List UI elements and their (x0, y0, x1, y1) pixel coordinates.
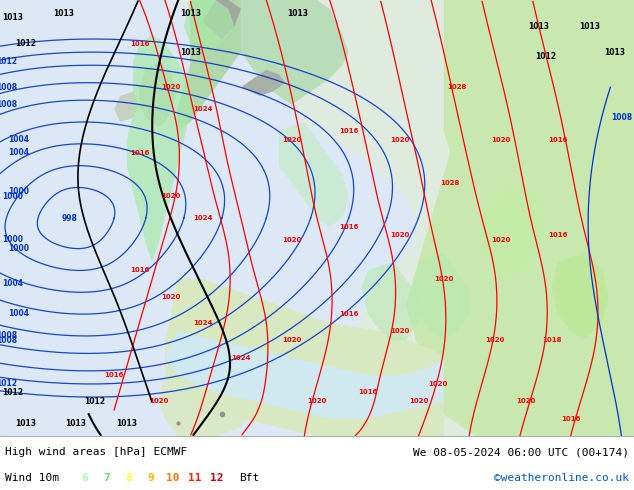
Text: 1004: 1004 (2, 279, 23, 288)
Text: 1020: 1020 (282, 137, 301, 143)
Text: 1020: 1020 (307, 398, 327, 404)
Text: 1012: 1012 (2, 388, 23, 397)
Text: 1013: 1013 (179, 9, 201, 18)
Text: 1008: 1008 (0, 83, 17, 92)
Text: 1016: 1016 (130, 41, 149, 47)
Polygon shape (158, 349, 254, 436)
Text: 1016: 1016 (548, 232, 567, 239)
Text: 1008: 1008 (0, 100, 17, 109)
Text: Bft: Bft (239, 473, 259, 483)
Text: 1020: 1020 (390, 137, 409, 143)
Text: 1013: 1013 (179, 48, 201, 57)
Text: 1004: 1004 (8, 148, 30, 157)
Text: 1020: 1020 (491, 237, 510, 243)
Text: 1000: 1000 (8, 187, 30, 196)
Polygon shape (203, 0, 241, 39)
Text: 1016: 1016 (548, 137, 567, 143)
Text: 1020: 1020 (282, 237, 301, 243)
Text: 1013: 1013 (2, 13, 23, 22)
Text: 8: 8 (126, 473, 133, 483)
Text: 12: 12 (210, 473, 224, 483)
Text: 1016: 1016 (130, 268, 149, 273)
Text: 1016: 1016 (105, 372, 124, 378)
Text: 1016: 1016 (339, 128, 358, 134)
Text: 1020: 1020 (162, 84, 181, 90)
Text: 1024: 1024 (193, 215, 212, 221)
Text: 1008: 1008 (0, 331, 17, 340)
Text: Wind 10m: Wind 10m (5, 473, 59, 483)
Text: 1008: 1008 (611, 113, 632, 122)
Polygon shape (165, 331, 444, 418)
Text: 7: 7 (103, 473, 110, 483)
Text: 1024: 1024 (193, 319, 212, 326)
Polygon shape (241, 0, 349, 105)
Text: 1000: 1000 (8, 244, 30, 253)
Polygon shape (127, 35, 190, 262)
Text: 11: 11 (188, 473, 202, 483)
Text: 1020: 1020 (390, 232, 409, 239)
Text: 1008: 1008 (0, 336, 17, 344)
Polygon shape (241, 70, 285, 96)
Polygon shape (412, 253, 469, 340)
Text: 1016: 1016 (339, 311, 358, 317)
Text: 1013: 1013 (65, 418, 87, 427)
Polygon shape (178, 0, 634, 436)
Text: 1020: 1020 (434, 276, 453, 282)
Text: 1013: 1013 (116, 418, 138, 427)
Text: 1012: 1012 (15, 39, 36, 48)
Polygon shape (406, 0, 634, 436)
Polygon shape (165, 279, 444, 436)
Text: 1000: 1000 (2, 192, 23, 201)
Text: 6: 6 (82, 473, 88, 483)
Text: 1028: 1028 (447, 84, 466, 90)
Text: 1013: 1013 (528, 22, 550, 31)
Text: 9: 9 (148, 473, 154, 483)
Polygon shape (178, 0, 241, 131)
Text: 1016: 1016 (130, 149, 149, 156)
Text: 1028: 1028 (441, 180, 460, 186)
Text: High wind areas [hPa] ECMWF: High wind areas [hPa] ECMWF (5, 447, 187, 457)
Text: 1016: 1016 (561, 416, 580, 422)
Text: 1020: 1020 (162, 193, 181, 199)
Text: 1004: 1004 (8, 310, 30, 318)
Text: 1013: 1013 (53, 9, 74, 18)
Text: 1024: 1024 (231, 355, 250, 361)
Polygon shape (361, 262, 418, 340)
Text: 1000: 1000 (2, 235, 23, 245)
Polygon shape (114, 92, 139, 122)
Text: 1016: 1016 (358, 390, 377, 395)
Text: ©weatheronline.co.uk: ©weatheronline.co.uk (494, 473, 629, 483)
Text: 1013: 1013 (579, 22, 600, 31)
Polygon shape (184, 0, 235, 52)
Text: 1020: 1020 (517, 398, 536, 404)
Text: 1012: 1012 (0, 56, 17, 66)
Polygon shape (279, 122, 349, 227)
Text: 1020: 1020 (282, 337, 301, 343)
Text: 1018: 1018 (542, 337, 561, 343)
Text: 1004: 1004 (8, 135, 30, 144)
Text: 998: 998 (61, 214, 78, 222)
Text: 1020: 1020 (162, 294, 181, 299)
Text: 1013: 1013 (287, 9, 309, 18)
Text: 1020: 1020 (149, 398, 168, 404)
Text: 1012: 1012 (0, 379, 17, 388)
Text: 1016: 1016 (339, 224, 358, 230)
Polygon shape (139, 61, 178, 126)
Text: 1020: 1020 (428, 381, 447, 387)
Text: 1024: 1024 (193, 106, 212, 112)
Text: 1013: 1013 (604, 48, 626, 57)
Text: 1020: 1020 (485, 337, 504, 343)
Text: 1012: 1012 (534, 52, 556, 61)
Text: 1020: 1020 (409, 398, 428, 404)
Text: 1013: 1013 (15, 418, 36, 427)
Text: 1020: 1020 (390, 328, 409, 335)
Text: 1020: 1020 (491, 137, 510, 143)
Text: We 08-05-2024 06:00 UTC (00+174): We 08-05-2024 06:00 UTC (00+174) (413, 447, 629, 457)
Text: 1012: 1012 (84, 397, 106, 406)
Polygon shape (482, 183, 545, 279)
Polygon shape (552, 253, 609, 340)
Text: 10: 10 (166, 473, 180, 483)
